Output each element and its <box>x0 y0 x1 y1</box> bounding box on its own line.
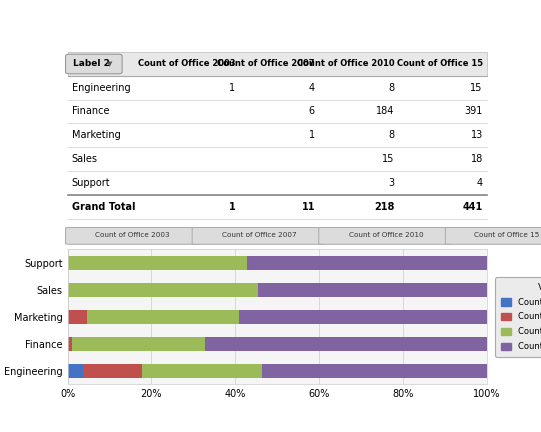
Bar <box>247 256 487 270</box>
Text: Count of Office 15: Count of Office 15 <box>474 232 540 238</box>
Text: 18: 18 <box>471 154 483 164</box>
Text: Count of Office 2003: Count of Office 2003 <box>95 232 170 238</box>
Bar <box>68 310 87 324</box>
Bar <box>68 256 247 270</box>
Bar <box>68 124 487 147</box>
Bar <box>262 364 487 378</box>
Text: 1: 1 <box>229 83 235 92</box>
Text: 8: 8 <box>388 130 395 140</box>
Text: Count of Office 2010: Count of Office 2010 <box>348 232 423 238</box>
Text: Grand Total: Grand Total <box>72 202 135 212</box>
Text: Count of Office 2010: Count of Office 2010 <box>297 59 395 68</box>
Text: 8: 8 <box>388 83 395 92</box>
Text: 13: 13 <box>471 130 483 140</box>
Bar <box>142 364 262 378</box>
FancyBboxPatch shape <box>65 54 122 74</box>
Text: Label 2: Label 2 <box>72 59 109 68</box>
Text: 3: 3 <box>388 178 395 188</box>
FancyBboxPatch shape <box>192 228 326 244</box>
Bar <box>68 147 487 171</box>
Bar <box>204 337 487 351</box>
Bar <box>87 310 239 324</box>
Bar <box>83 364 142 378</box>
Text: 15: 15 <box>470 83 483 92</box>
Bar <box>239 310 487 324</box>
Text: 4: 4 <box>477 178 483 188</box>
Text: Sales: Sales <box>72 154 98 164</box>
FancyBboxPatch shape <box>319 228 453 244</box>
FancyBboxPatch shape <box>65 228 200 244</box>
Text: Count of Office 15: Count of Office 15 <box>397 59 483 68</box>
Bar <box>68 52 487 76</box>
Text: Count of Office 2007: Count of Office 2007 <box>217 59 315 68</box>
Text: Marketing: Marketing <box>72 130 121 140</box>
Text: Engineering: Engineering <box>72 83 130 92</box>
Bar <box>68 195 487 219</box>
Text: 184: 184 <box>377 107 395 117</box>
Bar <box>72 337 204 351</box>
Legend: Count of Office 2003, Count of Office 2007, Count of Office 2010, Count of Offic: Count of Office 2003, Count of Office 20… <box>495 277 541 357</box>
FancyBboxPatch shape <box>445 228 541 244</box>
Text: Finance: Finance <box>72 107 109 117</box>
Bar <box>68 99 487 124</box>
Text: 391: 391 <box>464 107 483 117</box>
Text: 6: 6 <box>309 107 315 117</box>
Bar <box>258 283 487 297</box>
Text: 1: 1 <box>229 202 235 212</box>
Bar <box>68 76 487 99</box>
Bar <box>68 283 258 297</box>
Text: 441: 441 <box>463 202 483 212</box>
Text: Count of Office 2007: Count of Office 2007 <box>222 232 296 238</box>
Text: 4: 4 <box>309 83 315 92</box>
Text: 11: 11 <box>301 202 315 212</box>
Bar <box>68 364 83 378</box>
Text: 1: 1 <box>309 130 315 140</box>
Text: Count of Office 2003: Count of Office 2003 <box>138 59 235 68</box>
Text: Support: Support <box>72 178 110 188</box>
Text: 15: 15 <box>382 154 395 164</box>
Bar <box>68 171 487 195</box>
Text: ▼: ▼ <box>107 61 112 67</box>
Text: 218: 218 <box>374 202 395 212</box>
Bar <box>68 337 72 351</box>
